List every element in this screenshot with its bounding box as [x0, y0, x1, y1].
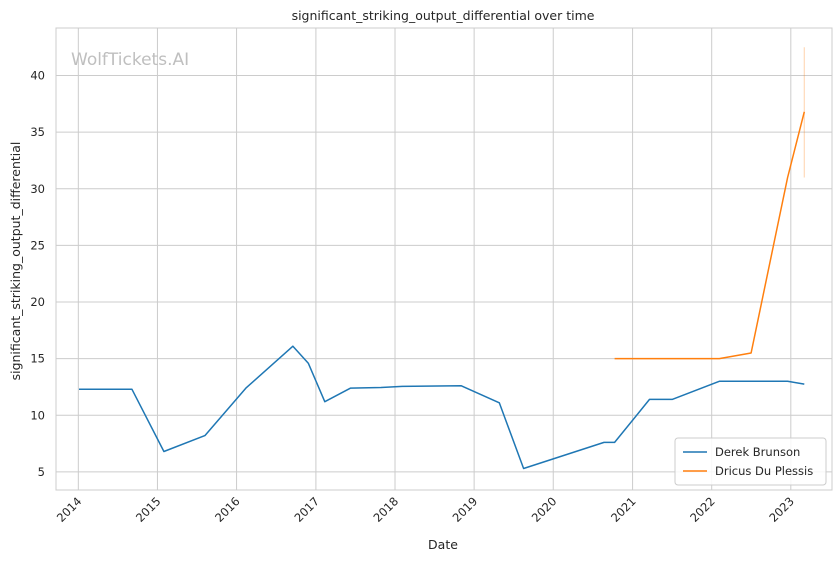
- chart-title: significant_striking_output_differential…: [292, 8, 595, 23]
- y-tick-label: 5: [38, 465, 45, 479]
- y-tick-label: 25: [30, 238, 45, 252]
- legend: Derek Brunson Dricus Du Plessis: [674, 437, 827, 486]
- x-axis-title: Date: [428, 537, 458, 552]
- y-axis-title: significant_striking_output_differential: [8, 142, 23, 381]
- y-tick-label: 20: [30, 295, 45, 309]
- plot-frame: [55, 27, 833, 491]
- x-tick-label: 2017: [291, 494, 322, 525]
- x-tick-label: 2021: [608, 494, 639, 525]
- x-tick-label: 2016: [212, 494, 243, 525]
- x-tick-label: 2023: [766, 494, 797, 525]
- y-tick-label: 15: [30, 352, 45, 366]
- y-tick-label: 10: [30, 408, 45, 422]
- y-tick-label: 35: [30, 125, 45, 139]
- x-tick-label: 2014: [54, 494, 85, 525]
- y-tick-labels: 5 10 15 20 25 30 35 40: [30, 69, 45, 479]
- series-line-1: [614, 111, 806, 360]
- x-tick-label: 2020: [529, 494, 560, 525]
- grid: [56, 28, 832, 490]
- x-tick-label: 2018: [371, 494, 402, 525]
- x-tick-label: 2022: [687, 494, 718, 525]
- legend-label: Dricus Du Plessis: [715, 464, 813, 478]
- y-tick-label: 40: [30, 69, 45, 83]
- x-tick-labels: 2014 2015 2016 2017 2018 2019 2020 2021 2022 2023: [54, 494, 797, 525]
- y-tick-label: 30: [30, 182, 45, 196]
- series-layer: [79, 47, 806, 470]
- x-tick-label: 2019: [450, 494, 481, 525]
- watermark: WolfTickets.AI: [71, 50, 189, 70]
- legend-label: Derek Brunson: [715, 445, 800, 459]
- legend-box: [674, 437, 827, 486]
- x-tick-label: 2015: [133, 494, 164, 525]
- series-line-0: [79, 345, 805, 470]
